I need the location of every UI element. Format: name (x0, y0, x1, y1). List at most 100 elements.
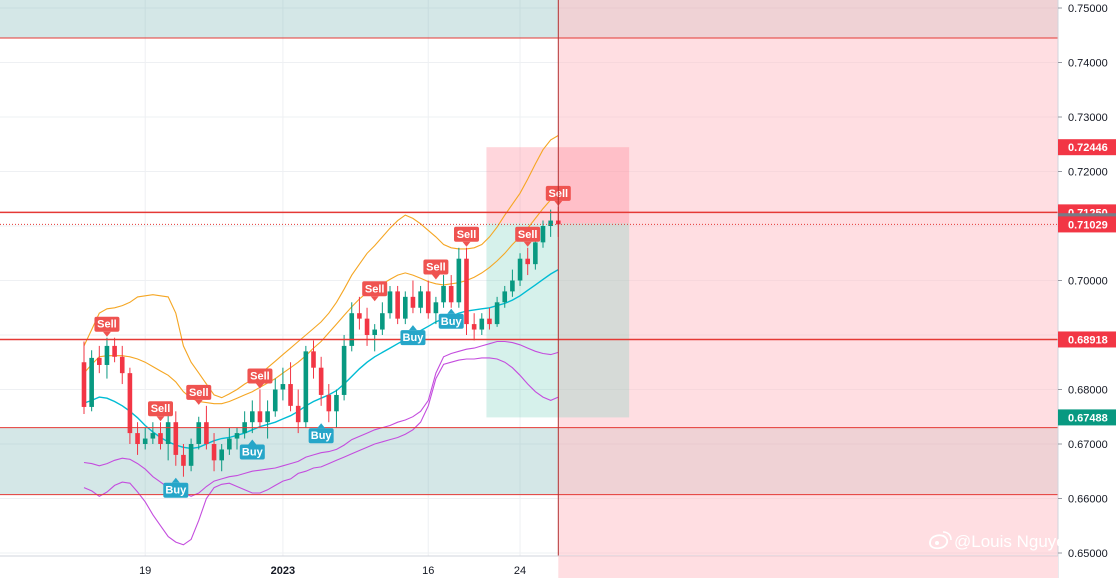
level-lines[interactable] (0, 37, 1058, 496)
candle (334, 389, 339, 428)
candle-body (487, 318, 492, 325)
price-tick-label: 0.75000 (1068, 3, 1108, 15)
candle-body (364, 318, 370, 335)
candle (372, 324, 377, 352)
candle-body (250, 411, 255, 423)
price-tag[interactable]: 0.68918 (1058, 331, 1116, 348)
candle-body (395, 291, 400, 319)
candle (89, 350, 94, 412)
candle (533, 236, 538, 270)
price-tag[interactable]: 0.72446 (1058, 139, 1116, 156)
signal-label: Buy (441, 316, 463, 328)
candle-body (288, 384, 293, 406)
candle-body (142, 438, 148, 444)
candle (510, 269, 515, 297)
lower-zone-future (558, 427, 1058, 495)
signal-pointer (523, 241, 532, 247)
buy-signal: Buy (163, 477, 189, 498)
candle-body (196, 422, 202, 444)
candle (471, 313, 477, 341)
candle (403, 291, 408, 325)
signal-label: Buy (403, 332, 425, 344)
price-tag-label: 0.72446 (1068, 142, 1108, 154)
sell-signal: Sell (148, 401, 173, 422)
candle-body (341, 345, 347, 395)
signal-pointer (431, 274, 440, 280)
price-tag-bg (1058, 216, 1116, 233)
signal-pointer (447, 308, 456, 314)
weibo-logo-icon (929, 531, 952, 550)
price-tag[interactable]: 0.67488 (1058, 409, 1116, 426)
candle (257, 389, 263, 428)
candle (112, 337, 117, 363)
candle-body (410, 296, 416, 308)
lower-zone (0, 427, 559, 495)
signal-pointer (408, 325, 417, 331)
sell-signal: Sell (94, 316, 120, 337)
candle (265, 400, 270, 439)
signal-label: Sell (97, 319, 117, 331)
indicator-line-3 (83, 340, 559, 497)
signal-label: Sell (365, 283, 385, 295)
candle (425, 280, 431, 319)
price-axis-bg (1058, 0, 1116, 578)
candle (349, 302, 355, 352)
candle (380, 302, 385, 335)
time-tick-label: 19 (139, 565, 151, 577)
candle (127, 367, 133, 444)
sell-signal: Sell (423, 259, 449, 280)
candle (487, 307, 492, 330)
signal-box (438, 313, 464, 329)
candle (326, 384, 332, 423)
candle (318, 356, 324, 406)
candle-body (227, 438, 232, 450)
candle-body (181, 454, 186, 466)
price-tag-label: 0.71029 (1068, 219, 1108, 231)
watermark-text: @Louis Nguyen (954, 532, 1075, 551)
price-axis[interactable]: 0.750000.740000.730000.720000.710000.700… (1057, 0, 1116, 578)
signal-box (423, 259, 449, 275)
signal-pointer (171, 477, 180, 483)
candles (81, 206, 561, 477)
signal-box (454, 226, 479, 242)
price-tag[interactable]: 0.71029 (1058, 216, 1116, 233)
sell-signal: Sell (454, 226, 479, 247)
candle (357, 296, 362, 330)
upper-zone (0, 0, 559, 38)
candle-body (127, 373, 133, 434)
candle (517, 253, 523, 286)
time-axis[interactable]: 19 2023 16 24 (0, 555, 1058, 578)
time-axis-future (558, 556, 1058, 578)
signal-box (148, 401, 173, 417)
signal-label: Sell (457, 229, 477, 241)
candle-body (372, 329, 377, 335)
price-tick-label: 0.65000 (1068, 548, 1108, 560)
signal-box (362, 281, 388, 297)
candle-body (104, 345, 110, 365)
signal-pointer (102, 331, 111, 337)
future-shading (558, 0, 1058, 556)
signal-label: Buy (242, 447, 264, 459)
signal-label: Sell (250, 371, 270, 383)
price-tag-bg (1058, 331, 1116, 348)
candle-body (525, 258, 530, 265)
candle-body (158, 433, 163, 444)
signal-label: Sell (518, 229, 538, 241)
candle-body (357, 313, 362, 319)
signal-box (186, 384, 212, 400)
candle-body (533, 242, 538, 265)
candle (196, 416, 202, 450)
candle-body (257, 411, 263, 423)
buy-signal: Buy (308, 423, 334, 444)
candle-body (265, 411, 270, 423)
signal-label: Sell (151, 403, 171, 415)
candle-body (517, 258, 523, 281)
candle-body (311, 351, 316, 368)
candle (387, 285, 393, 319)
candle-body (272, 389, 278, 412)
signal-pointer (156, 416, 165, 422)
candle-body (295, 405, 301, 423)
candle-body (425, 291, 431, 314)
